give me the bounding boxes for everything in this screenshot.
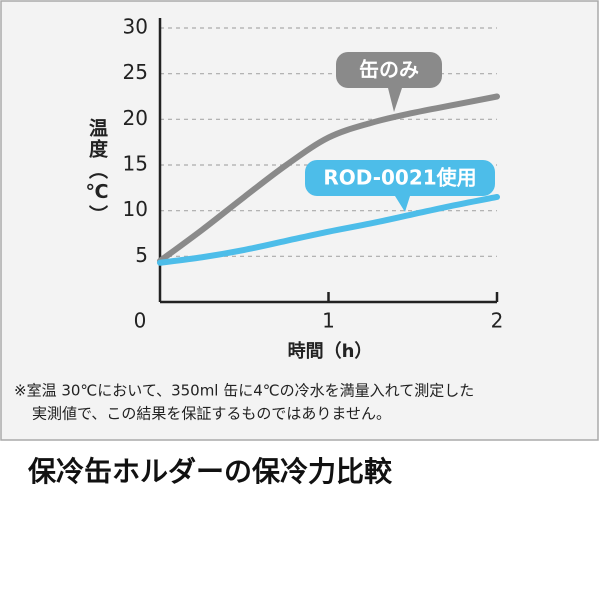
note-line: 実測値で、この結果を保証するものではありません。	[32, 405, 391, 423]
y-axis-label: 温度（℃）	[86, 118, 108, 226]
x-tick-label: 1	[322, 309, 335, 333]
line-series	[157, 193, 500, 266]
legend-pointer	[388, 88, 402, 112]
y-tick-label: 30	[123, 15, 148, 39]
legend-label: 缶のみ	[359, 58, 419, 82]
y-tick-label: 20	[123, 106, 148, 130]
note-line: ※室温 30℃において、350ml 缶に4℃の冷水を満量入れて測定した	[14, 382, 474, 400]
x-tick-label: 0	[134, 309, 147, 333]
legend-label: ROD-0021使用	[323, 166, 476, 190]
y-tick-label: 10	[123, 197, 148, 221]
chart-title: 保冷缶ホルダーの保冷力比較	[28, 455, 393, 488]
line-series	[157, 93, 500, 264]
legend-box	[336, 52, 442, 88]
x-axis-label: 時間（h）	[288, 341, 373, 362]
x-tick-label: 2	[491, 309, 504, 333]
y-tick-label: 5	[135, 243, 148, 267]
y-tick-label: 25	[123, 60, 148, 84]
legend-pointer	[395, 196, 410, 212]
y-tick-label: 15	[123, 152, 148, 176]
legend-box	[305, 160, 495, 196]
